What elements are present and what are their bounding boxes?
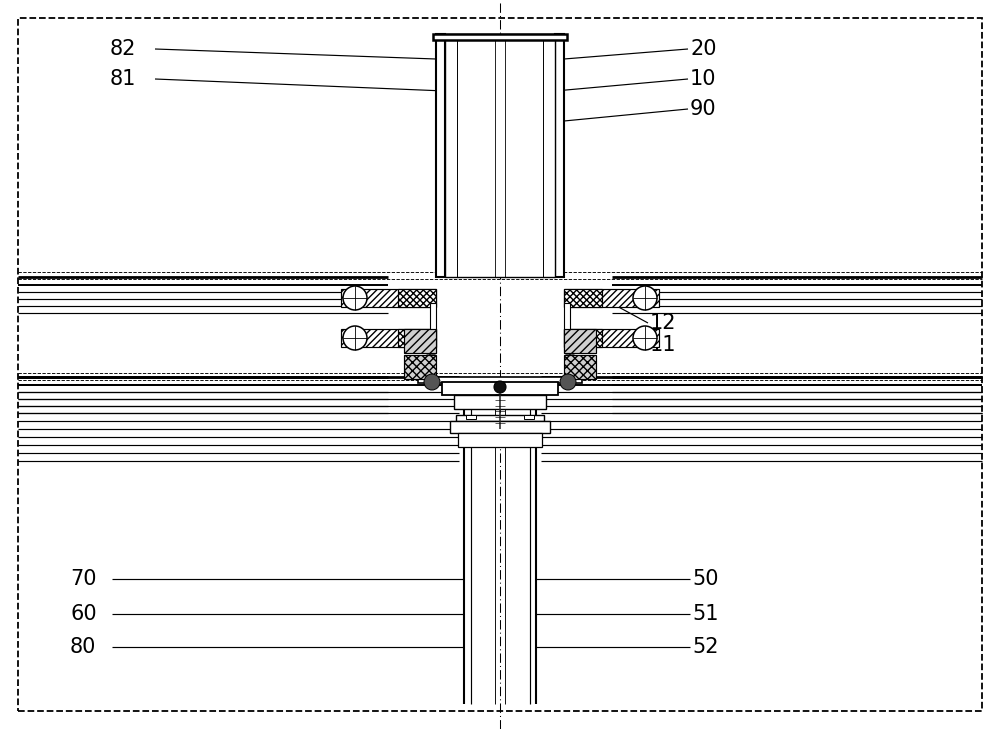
Bar bbox=[341, 289, 436, 307]
Circle shape bbox=[494, 381, 506, 393]
Text: 60: 60 bbox=[70, 604, 97, 624]
Bar bbox=[458, 433, 542, 447]
Text: 10: 10 bbox=[690, 69, 716, 89]
Text: 12: 12 bbox=[650, 313, 676, 333]
Bar bbox=[564, 289, 602, 307]
Bar bbox=[398, 289, 436, 307]
Bar bbox=[436, 34, 445, 277]
Bar bbox=[456, 415, 544, 421]
Text: 51: 51 bbox=[692, 604, 718, 624]
Bar bbox=[404, 329, 436, 353]
Circle shape bbox=[343, 286, 367, 310]
Text: 81: 81 bbox=[110, 69, 136, 89]
Text: 70: 70 bbox=[70, 569, 96, 589]
Bar bbox=[398, 329, 436, 347]
Circle shape bbox=[633, 326, 657, 350]
Bar bbox=[450, 421, 550, 433]
Bar bbox=[555, 34, 564, 277]
Bar bbox=[404, 355, 436, 379]
Bar bbox=[418, 377, 582, 383]
Circle shape bbox=[560, 374, 576, 390]
Bar bbox=[430, 303, 436, 353]
Bar bbox=[564, 303, 570, 353]
Bar bbox=[564, 329, 602, 347]
Bar bbox=[466, 415, 476, 419]
Bar bbox=[564, 329, 596, 353]
Bar bbox=[524, 415, 534, 419]
Text: 82: 82 bbox=[110, 39, 136, 59]
Bar bbox=[564, 329, 659, 347]
Bar bbox=[454, 395, 546, 409]
Text: 52: 52 bbox=[692, 637, 718, 657]
Circle shape bbox=[633, 286, 657, 310]
Bar bbox=[433, 34, 567, 40]
Bar bbox=[564, 289, 659, 307]
Bar bbox=[445, 34, 555, 277]
Text: 20: 20 bbox=[690, 39, 716, 59]
Circle shape bbox=[424, 374, 440, 390]
Text: 50: 50 bbox=[692, 569, 718, 589]
Text: 11: 11 bbox=[650, 335, 676, 355]
Bar bbox=[564, 355, 596, 379]
Text: 90: 90 bbox=[690, 99, 717, 119]
Circle shape bbox=[343, 326, 367, 350]
Text: 80: 80 bbox=[70, 637, 96, 657]
Bar bbox=[341, 329, 436, 347]
Bar bbox=[442, 382, 558, 395]
